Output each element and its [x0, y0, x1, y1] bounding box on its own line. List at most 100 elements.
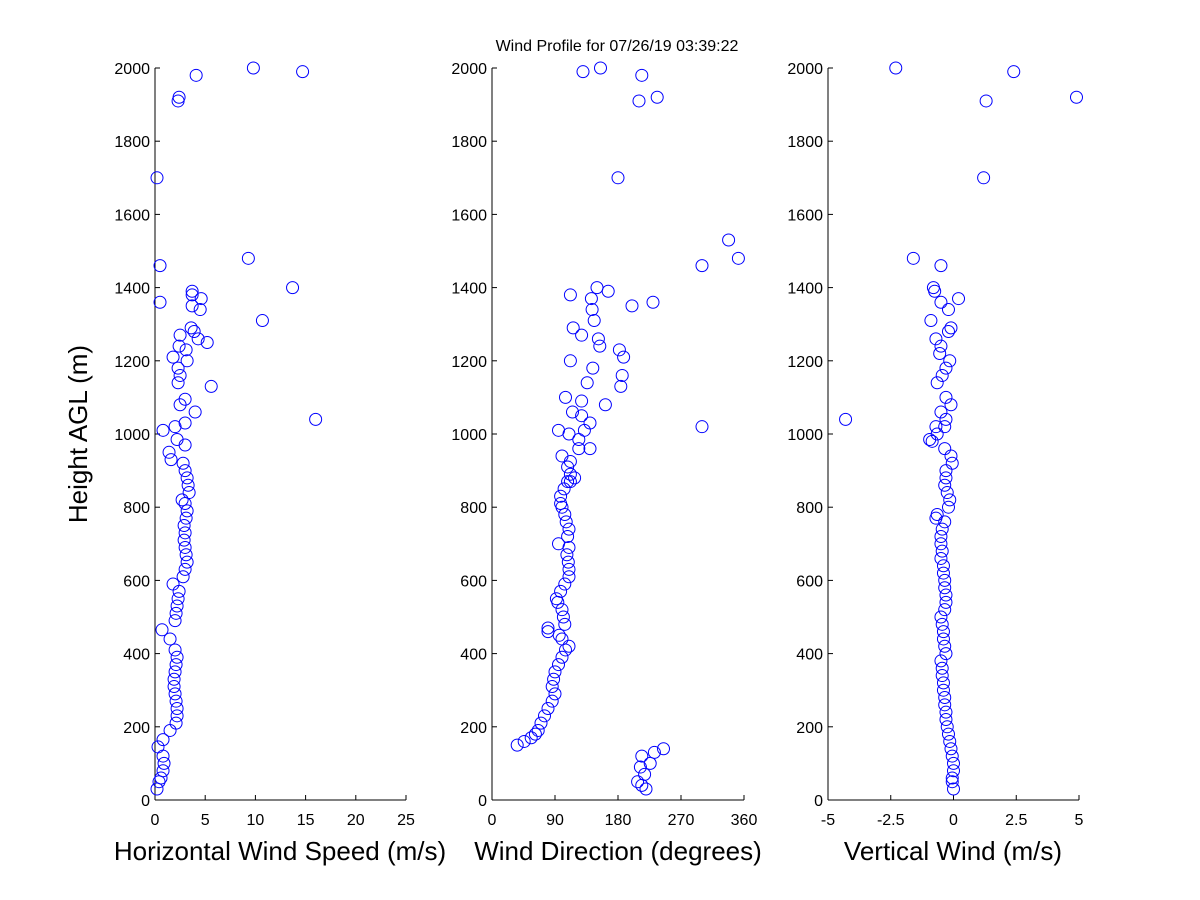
data-point-vertical-wind — [934, 551, 948, 565]
data-point-wind-direction — [593, 339, 607, 353]
data-point-wind-direction — [558, 617, 572, 631]
data-point-wind-direction — [635, 749, 649, 763]
data-point-wind-direction — [611, 171, 625, 185]
data-point-wind-direction — [601, 284, 615, 298]
data-point-vertical-wind — [945, 775, 959, 789]
data-point-wind-direction — [612, 343, 626, 357]
data-point-vertical-wind — [979, 94, 993, 108]
y-tick-label-horizontal-wind-speed: 1400 — [114, 281, 150, 298]
data-point-wind-direction — [572, 442, 586, 456]
data-point-vertical-wind — [939, 390, 953, 404]
data-point-horizontal-wind-speed — [241, 251, 255, 265]
data-point-wind-direction — [555, 632, 569, 646]
data-point-vertical-wind — [934, 259, 948, 273]
data-point-horizontal-wind-speed — [188, 405, 202, 419]
data-point-horizontal-wind-speed — [200, 336, 214, 349]
data-point-vertical-wind — [839, 412, 853, 426]
data-point-horizontal-wind-speed — [171, 376, 185, 390]
data-point-horizontal-wind-speed — [156, 423, 170, 437]
y-tick-label-vertical-wind: 800 — [796, 500, 823, 517]
data-point-vertical-wind — [936, 625, 950, 639]
y-tick-label-horizontal-wind-speed: 600 — [123, 573, 150, 590]
data-point-horizontal-wind-speed — [309, 412, 323, 426]
data-point-wind-direction — [545, 694, 559, 708]
data-point-wind-direction — [562, 522, 576, 536]
data-point-wind-direction — [576, 65, 590, 79]
x-tick-label-wind-direction: 270 — [668, 812, 695, 829]
data-point-vertical-wind — [944, 321, 958, 335]
data-point-horizontal-wind-speed — [180, 555, 194, 569]
y-tick-label-wind-direction: 1400 — [451, 281, 487, 298]
data-point-vertical-wind — [939, 712, 953, 726]
figure-title: Wind Profile for 07/26/19 03:39:22 — [496, 38, 739, 55]
data-point-horizontal-wind-speed — [177, 533, 191, 547]
data-point-vertical-wind — [938, 420, 952, 434]
y-tick-label-vertical-wind: 1200 — [787, 354, 823, 371]
data-point-horizontal-wind-speed — [189, 68, 203, 82]
data-point-wind-direction — [548, 665, 562, 679]
data-point-horizontal-wind-speed — [178, 526, 192, 540]
data-point-horizontal-wind-speed — [179, 548, 193, 562]
data-point-vertical-wind — [945, 749, 959, 763]
panel-vertical-wind: Vertical Wind (m/s) -5 -2.5 0 2.5 5 0 200 400 60… — [787, 61, 1083, 866]
data-point-wind-direction — [594, 61, 607, 75]
data-point-horizontal-wind-speed — [170, 709, 184, 723]
y-tick-label-wind-direction: 2000 — [451, 61, 487, 78]
data-point-horizontal-wind-speed — [163, 632, 177, 646]
data-point-vertical-wind — [934, 537, 948, 551]
data-point-wind-direction — [545, 680, 559, 694]
data-point-horizontal-wind-speed — [178, 416, 192, 430]
data-point-vertical-wind — [934, 654, 948, 668]
data-point-wind-direction — [643, 756, 657, 770]
data-point-wind-direction — [568, 471, 582, 485]
data-point-horizontal-wind-speed — [184, 321, 198, 335]
data-point-vertical-wind — [934, 295, 948, 309]
data-point-horizontal-wind-speed — [180, 504, 194, 518]
data-point-horizontal-wind-speed — [168, 614, 182, 628]
data-point-horizontal-wind-speed — [182, 486, 196, 500]
data-point-wind-direction — [583, 442, 597, 456]
data-point-vertical-wind — [934, 339, 948, 353]
data-point-vertical-wind — [938, 581, 952, 595]
x-tick-label-vertical-wind: -5 — [821, 812, 835, 829]
data-point-horizontal-wind-speed — [167, 680, 181, 694]
data-point-vertical-wind — [941, 325, 955, 339]
data-point-vertical-wind — [939, 361, 953, 375]
data-point-horizontal-wind-speed — [170, 650, 184, 664]
data-point-wind-direction — [555, 449, 569, 463]
data-point-horizontal-wind-speed — [193, 303, 207, 317]
data-point-vertical-wind — [929, 420, 943, 434]
data-point-vertical-wind — [935, 617, 949, 631]
data-point-wind-direction — [556, 610, 570, 624]
data-point-wind-direction — [650, 90, 664, 104]
y-tick-label-wind-direction: 1600 — [451, 207, 487, 224]
y-tick-label-horizontal-wind-speed: 800 — [123, 500, 150, 517]
data-point-vertical-wind — [944, 398, 958, 412]
data-point-wind-direction — [639, 782, 653, 796]
data-point-vertical-wind — [943, 493, 957, 507]
y-tick-label-horizontal-wind-speed: 1800 — [114, 134, 150, 151]
data-point-horizontal-wind-speed — [176, 570, 190, 584]
data-point-horizontal-wind-speed — [175, 493, 189, 507]
data-point-horizontal-wind-speed — [171, 592, 185, 606]
data-point-vertical-wind — [943, 354, 957, 368]
data-point-wind-direction — [562, 570, 576, 584]
data-point-horizontal-wind-speed — [164, 453, 178, 467]
panel-horizontal-wind-speed: Horizontal Wind Speed (m/s) 0 5 10 15 20 25 0 2… — [114, 61, 446, 866]
data-point-wind-direction — [584, 292, 598, 306]
data-point-wind-direction — [562, 427, 576, 441]
data-point-horizontal-wind-speed — [191, 332, 205, 346]
data-point-horizontal-wind-speed — [180, 471, 194, 485]
data-point-wind-direction — [615, 368, 629, 382]
data-point-wind-direction — [566, 321, 580, 335]
data-point-vertical-wind — [930, 508, 944, 522]
data-point-horizontal-wind-speed — [185, 288, 199, 302]
y-tick-label-horizontal-wind-speed: 1000 — [114, 427, 150, 444]
data-point-wind-direction — [635, 68, 649, 82]
data-point-horizontal-wind-speed — [187, 325, 201, 339]
data-point-vertical-wind — [925, 434, 939, 448]
data-point-wind-direction — [625, 299, 639, 313]
data-point-vertical-wind — [943, 734, 957, 748]
data-point-vertical-wind — [936, 559, 950, 573]
